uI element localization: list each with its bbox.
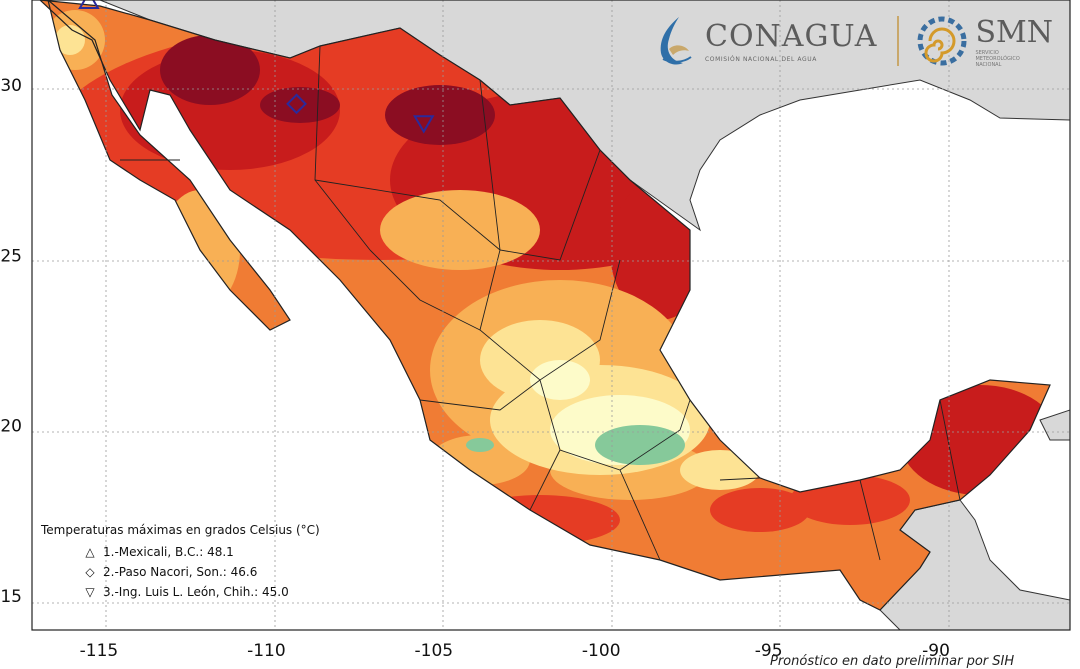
x-tick-label: -95 (755, 641, 783, 661)
diamond-icon: ◇ (85, 565, 95, 579)
logo-header: CONAGUA COMISIÓN NACIONAL DEL AGUA SMN S… (655, 8, 1060, 74)
x-axis-ticks: -115 -110 -105 -100 -95 -90 (80, 641, 950, 661)
smn-name: SMN (975, 14, 1053, 50)
x-tick-label: -90 (922, 641, 950, 661)
y-tick-label: 20 (0, 417, 22, 437)
y-tick-label: 15 (0, 587, 22, 607)
conagua-subtitle: COMISIÓN NACIONAL DEL AGUA (705, 56, 817, 63)
legend-label: 1.-Mexicali, B.C.: 48.1 (103, 545, 234, 559)
map-frame (31, 0, 1071, 631)
paso-nacori-marker (286, 93, 307, 115)
luis-leon-marker (413, 115, 435, 134)
x-tick-label: -110 (247, 641, 286, 661)
x-tick-label: -100 (582, 641, 621, 661)
mexico-coastline (39, 0, 1051, 611)
spiral-icon (917, 16, 967, 66)
state-boundaries (120, 45, 961, 561)
triangle-up-icon: △ (85, 545, 95, 559)
x-tick-label: -115 (80, 641, 119, 661)
legend-entry: ▽ 3.-Ing. Luis L. León, Chih.: 45.0 (41, 582, 320, 602)
triangle-down-icon: ▽ (85, 585, 95, 599)
cuba-landmass (1039, 409, 1070, 441)
legend-entry: ◇ 2.-Paso Nacori, Son.: 46.6 (41, 562, 320, 582)
legend-label: 2.-Paso Nacori, Son.: 46.6 (103, 565, 258, 579)
legend: Temperaturas máximas en grados Celsius (… (41, 520, 320, 602)
water-drop-icon (660, 17, 692, 65)
conagua-logo: CONAGUA COMISIÓN NACIONAL DEL AGUA (655, 13, 877, 69)
y-tick-label: 30 (0, 76, 22, 96)
smn-subtitle-3: NACIONAL (975, 61, 1002, 68)
gridlines (32, 0, 1070, 630)
smn-logo: SMN SERVICIO METEOROLÓGICO NACIONAL (915, 14, 1053, 68)
y-axis-ticks: 30 25 20 15 (0, 76, 22, 607)
legend-entry: △ 1.-Mexicali, B.C.: 48.1 (41, 542, 320, 562)
legend-label: 3.-Ing. Luis L. León, Chih.: 45.0 (103, 585, 289, 599)
logo-divider (897, 16, 900, 66)
legend-title: Temperaturas máximas en grados Celsius (… (41, 523, 320, 537)
conagua-name: CONAGUA (705, 19, 878, 54)
y-tick-label: 25 (0, 246, 22, 266)
map-credit: Pronóstico en dato preliminar por SIH (770, 654, 1015, 669)
smn-subtitle-1: SERVICIO (975, 49, 999, 56)
smn-subtitle-2: METEOROLÓGICO (975, 55, 1020, 62)
x-tick-label: -105 (415, 641, 454, 661)
